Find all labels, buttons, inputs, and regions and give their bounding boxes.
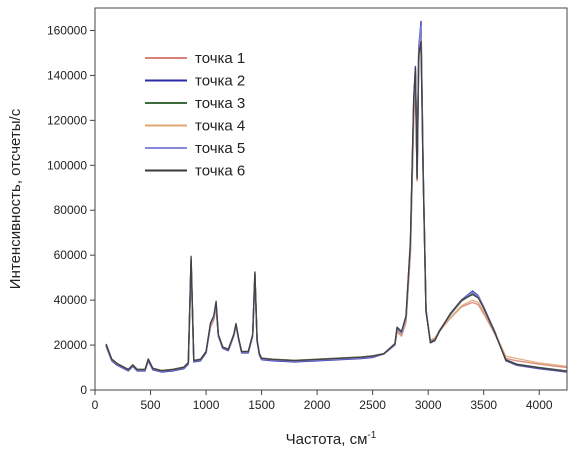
x-tick-label: 1000 bbox=[193, 398, 220, 412]
plot-frame bbox=[94, 7, 568, 391]
y-tick-label: 80000 bbox=[54, 203, 88, 217]
series-line-6 bbox=[105, 41, 568, 372]
y-tick-label: 140000 bbox=[47, 68, 87, 82]
y-tick-label: 160000 bbox=[47, 23, 87, 37]
y-tick-label: 120000 bbox=[47, 113, 87, 127]
series-line-3 bbox=[105, 29, 568, 372]
x-axis-title-text: Частота, см bbox=[286, 431, 368, 448]
x-tick-label: 2000 bbox=[304, 398, 331, 412]
legend-label-4: точка 4 bbox=[195, 118, 245, 135]
x-tick-label: 3000 bbox=[415, 398, 442, 412]
legend-label-2: точка 2 bbox=[195, 73, 245, 90]
y-tick-label: 0 bbox=[80, 383, 87, 397]
x-axis-title: Частота, см-1 bbox=[286, 430, 377, 448]
legend-label-1: точка 1 bbox=[195, 50, 245, 67]
series-line-4 bbox=[105, 36, 568, 372]
series-layer bbox=[105, 20, 568, 373]
y-tick-label: 60000 bbox=[54, 248, 88, 262]
x-axis: 0 500 1000 1500 2000 2500 3000 3500 4000 bbox=[92, 390, 553, 412]
x-axis-title-sup: -1 bbox=[367, 430, 376, 441]
legend-label-6: точка 6 bbox=[195, 163, 245, 180]
x-tick-label: 2500 bbox=[359, 398, 386, 412]
series-line-2 bbox=[105, 20, 568, 373]
y-tick-label: 100000 bbox=[47, 158, 87, 172]
x-tick-label: 1500 bbox=[248, 398, 275, 412]
series-line-5 bbox=[105, 25, 568, 373]
y-axis-title: Интенсивность, отсчеты/с bbox=[7, 108, 24, 289]
y-tick-label: 20000 bbox=[54, 338, 88, 352]
x-tick-label: 500 bbox=[141, 398, 161, 412]
legend-label-3: точка 3 bbox=[195, 95, 245, 112]
x-tick-label: 4000 bbox=[526, 398, 553, 412]
y-tick-label: 40000 bbox=[54, 293, 88, 307]
x-tick-label: 3500 bbox=[470, 398, 497, 412]
legend-label-5: точка 5 bbox=[195, 140, 245, 157]
y-axis: 0 20000 40000 60000 80000 100000 120000 140000 1… bbox=[47, 23, 95, 397]
series-line-1 bbox=[105, 34, 568, 372]
legend: точка 1 точка 2 точка 3 точка 4 точка 5 точка… bbox=[145, 50, 245, 180]
x-tick-label: 0 bbox=[92, 398, 99, 412]
